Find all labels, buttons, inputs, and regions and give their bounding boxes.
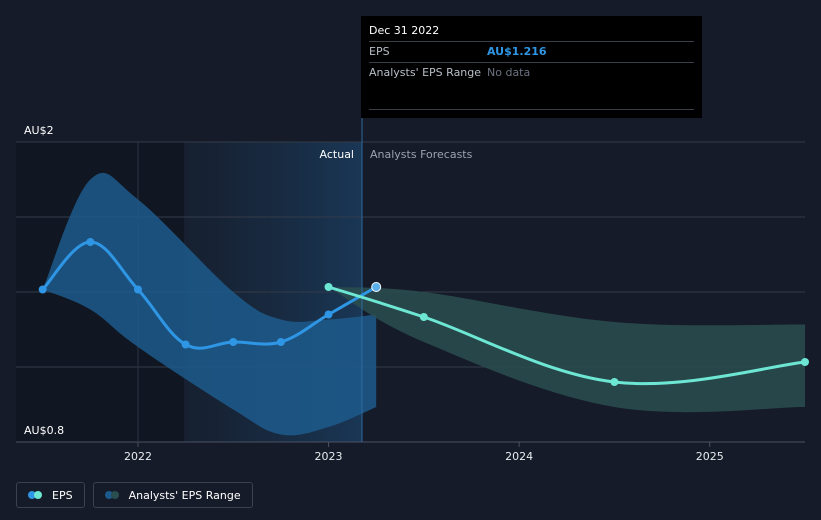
- forecast-range-band: [328, 287, 805, 413]
- legend-eps-swatch: [28, 491, 43, 499]
- actual-label: Actual: [320, 148, 354, 161]
- tooltip-divider: [369, 109, 694, 110]
- legend: EPS Analysts' EPS Range: [16, 482, 253, 508]
- tooltip-range-value: No data: [487, 66, 531, 79]
- actual-eps-point[interactable]: [276, 338, 285, 346]
- tooltip-date: Dec 31 2022: [369, 24, 694, 42]
- legend-range-label: Analysts' EPS Range: [128, 488, 241, 502]
- legend-eps-label: EPS: [52, 488, 73, 502]
- actual-range-band: [42, 172, 377, 436]
- x-axis: 2022 2023 2024 2025: [124, 442, 724, 463]
- forecast-eps-point[interactable]: [324, 283, 333, 291]
- x-tick-label: 2024: [505, 450, 533, 463]
- legend-item-eps[interactable]: EPS: [16, 482, 85, 508]
- actual-eps-point[interactable]: [86, 238, 95, 246]
- legend-item-range[interactable]: Analysts' EPS Range: [92, 482, 253, 508]
- actual-eps-point[interactable]: [324, 310, 333, 319]
- forecast-eps-point[interactable]: [610, 378, 619, 386]
- tooltip-range-label: Analysts' EPS Range: [369, 66, 482, 79]
- tooltip-eps-label: EPS: [369, 45, 390, 58]
- tooltip: Dec 31 2022 EPS AU$1.216 Analysts' EPS R…: [361, 16, 702, 118]
- x-tick-label: 2023: [315, 450, 343, 463]
- actual-eps-point[interactable]: [38, 285, 47, 294]
- forecast-eps-point[interactable]: [419, 313, 428, 321]
- actual-eps-point[interactable]: [371, 282, 382, 292]
- legend-range-swatch: [104, 491, 120, 499]
- forecast-label: Analysts Forecasts: [370, 148, 473, 161]
- tooltip-row-range: Analysts' EPS Range No data: [369, 66, 694, 83]
- forecast-eps-line: [327, 285, 807, 386]
- forecast-eps-point[interactable]: [801, 358, 809, 366]
- actual-eps-point[interactable]: [229, 338, 238, 346]
- x-tick-label: 2022: [124, 450, 152, 463]
- series-points: [38, 238, 809, 386]
- actual-eps-point[interactable]: [181, 340, 190, 349]
- actual-eps-point[interactable]: [133, 285, 142, 294]
- y-tick-max: AU$2: [24, 124, 54, 137]
- x-tick-label: 2025: [696, 450, 724, 463]
- y-tick-min: AU$0.8: [24, 424, 64, 437]
- tooltip-eps-value: AU$1.216: [487, 45, 547, 58]
- tooltip-row-eps: EPS AU$1.216: [369, 45, 694, 63]
